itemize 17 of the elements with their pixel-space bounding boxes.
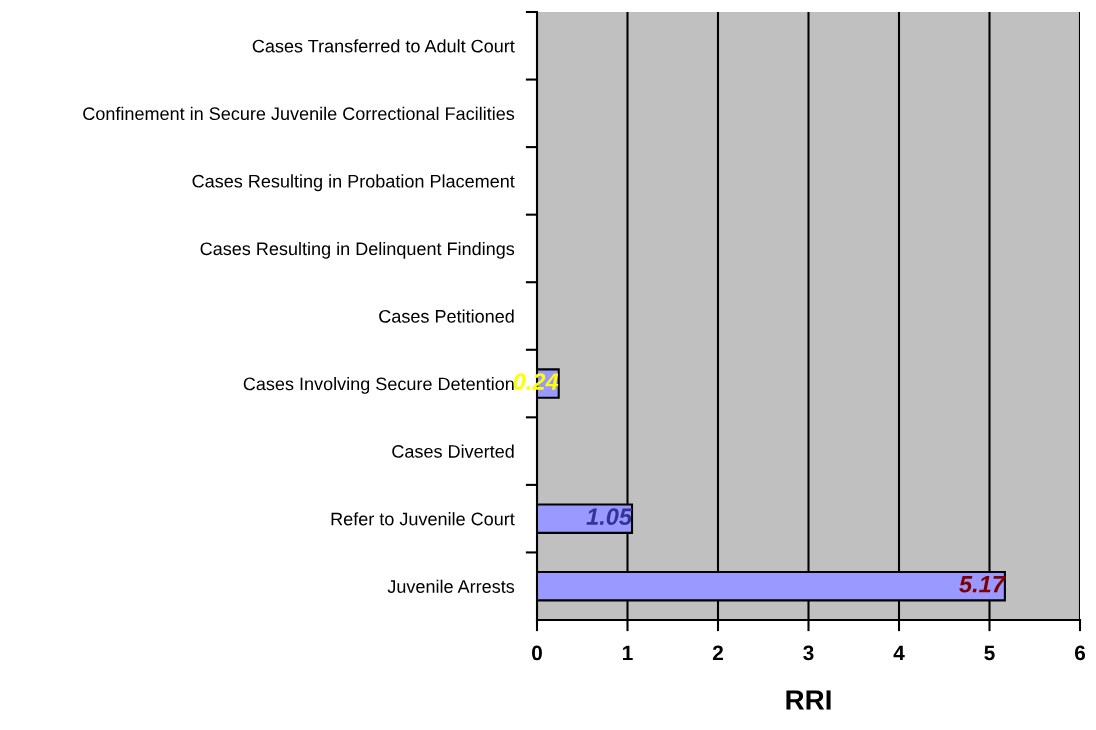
x-tick-label: 6 xyxy=(1074,645,1086,661)
x-tick-label: 0 xyxy=(532,645,542,661)
y-tick-label: Cases Involving Secure Detention xyxy=(243,377,514,394)
y-tick-label: Cases Petitioned xyxy=(379,309,514,323)
x-tick-label: 5 xyxy=(984,645,995,661)
x-tick-label: 3 xyxy=(803,645,814,661)
x-tick-label: 1 xyxy=(623,645,633,661)
x-tick-label: 4 xyxy=(893,645,905,661)
y-tick-label: Refer to Juvenile Court xyxy=(331,512,515,526)
y-tick-label: Cases Diverted xyxy=(392,444,514,458)
x-axis-title: RRI xyxy=(786,690,831,710)
y-tick-label: Cases Resulting in Delinquent Findings xyxy=(200,241,515,259)
y-tick-label: Confinement in Secure Juvenile Correctional Facilities xyxy=(83,106,515,121)
y-tick-label: Juvenile Arrests xyxy=(387,579,515,593)
y-tick-label: Cases Resulting in Probation Placement xyxy=(192,174,515,192)
x-tick-label: 2 xyxy=(712,645,723,661)
y-tick-label: Cases Transferred to Adult Court xyxy=(252,39,515,53)
